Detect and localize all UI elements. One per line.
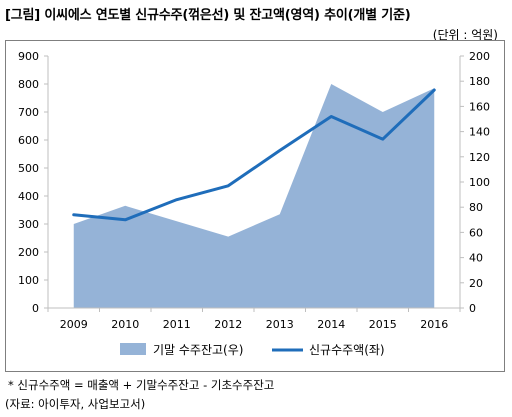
x-tick-label: 2014 [317,318,345,331]
left-tick-label: 300 [18,218,39,231]
left-tick-label: 600 [18,134,39,147]
right-tick-label: 40 [469,252,483,265]
legend-swatch-area [120,343,146,355]
chart-title: [그림] 이씨에스 연도별 신규수주(꺾은선) 및 잔고액(영역) 추이(개별 … [5,8,411,23]
source-note: (자료: 아이투자, 사업보고서) [5,397,146,411]
right-tick-label: 200 [469,50,490,63]
legend-label-area: 기말 수주잔고(우) [153,343,243,357]
right-tick-label: 60 [469,226,483,239]
left-tick-label: 700 [18,106,39,119]
right-tick-label: 160 [469,100,490,113]
x-tick-label: 2015 [369,318,397,331]
area-series-backlog [73,84,435,308]
x-tick-label: 2009 [60,318,88,331]
x-tick-label: 2012 [214,318,242,331]
x-tick-label: 2016 [420,318,448,331]
left-tick-label: 100 [18,274,39,287]
right-tick-label: 20 [469,277,483,290]
footnote: * 신규수주액 = 매출액 + 기말수주잔고 - 기초수주잔고 [8,378,275,392]
left-tick-label: 200 [18,246,39,259]
left-tick-label: 400 [18,190,39,203]
right-tick-label: 0 [469,302,476,315]
right-tick-label: 100 [469,176,490,189]
legend-label-line: 신규수주액(좌) [309,343,385,357]
chart-frame [5,40,505,372]
x-tick-label: 2011 [163,318,191,331]
left-tick-label: 900 [18,50,39,63]
line-series-new-orders [72,88,436,222]
left-tick-label: 0 [32,302,39,315]
x-tick-label: 2013 [266,318,294,331]
right-tick-label: 80 [469,201,483,214]
right-tick-label: 140 [469,126,490,139]
right-tick-label: 120 [469,151,490,164]
x-tick-label: 2010 [111,318,139,331]
left-tick-label: 800 [18,78,39,91]
left-tick-label: 500 [18,162,39,175]
right-tick-label: 180 [469,75,490,88]
unit-label: (단위 : 억원) [432,28,498,42]
